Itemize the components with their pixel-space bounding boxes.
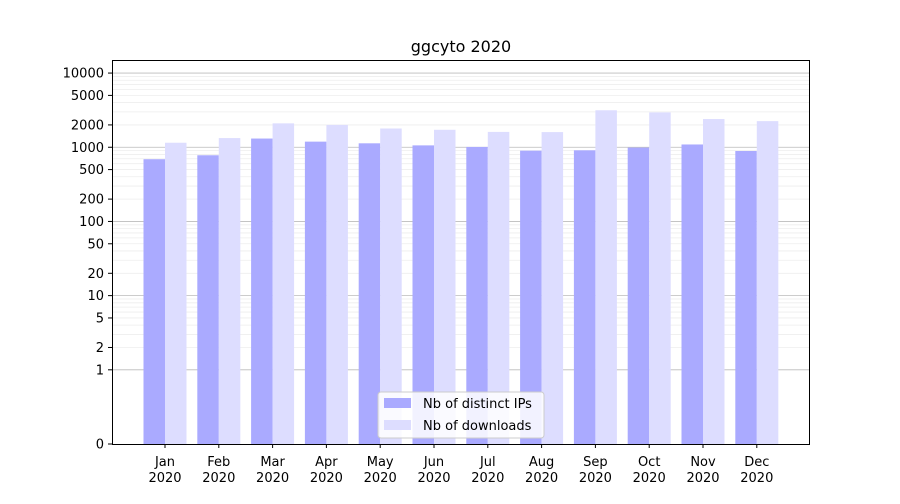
bar-distinct-ips-0 <box>143 159 165 444</box>
y-axis: 0 1 2 5 10 20 50 100 200 500 1000 2000 5000 10000 <box>63 67 112 453</box>
bar-distinct-ips-11 <box>735 151 757 444</box>
x-tick-label: 2020 <box>256 471 289 486</box>
x-axis: Jan2020Feb2020Mar2020Apr2020May2020Jun20… <box>148 444 773 486</box>
legend-swatch-series-1 <box>384 420 411 430</box>
y-tick-label: 1000 <box>71 141 104 156</box>
x-tick-label: Jan <box>154 455 175 470</box>
bar-distinct-ips-1 <box>197 155 219 445</box>
y-tick-label: 500 <box>79 163 104 178</box>
bar-distinct-ips-7 <box>520 150 542 444</box>
legend-box <box>377 391 545 439</box>
bar-downloads-10 <box>703 119 725 444</box>
legend-swatch-series-0 <box>384 398 411 408</box>
legend-label-series-1: Nb of downloads <box>423 419 532 434</box>
bar-distinct-ips-5 <box>412 145 434 445</box>
y-tick-label: 0 <box>96 438 104 453</box>
x-tick-label: Feb <box>207 455 230 470</box>
y-tick-label: 50 <box>87 237 104 252</box>
bar-distinct-ips-4 <box>358 143 381 444</box>
y-tick-label: 2000 <box>71 118 104 133</box>
x-tick-label: 2020 <box>686 471 719 486</box>
x-tick-label: Oct <box>638 455 660 470</box>
bar-downloads-3 <box>326 124 348 444</box>
x-tick-label: 2020 <box>633 471 666 486</box>
x-tick-label: 2020 <box>364 471 397 486</box>
x-tick-label: Aug <box>529 455 554 470</box>
y-tick-label: 5 <box>96 311 104 326</box>
y-tick-label: 2 <box>96 341 104 356</box>
x-tick-label: 2020 <box>579 471 612 486</box>
bar-downloads-11 <box>756 121 779 444</box>
x-tick-label: 2020 <box>740 471 773 486</box>
bar-distinct-ips-2 <box>251 138 273 444</box>
y-tick-label: 20 <box>87 267 104 282</box>
y-tick-label: 10 <box>87 289 104 304</box>
x-tick-label: 2020 <box>310 471 343 486</box>
y-tick-label: 200 <box>79 193 104 208</box>
x-tick-label: Dec <box>744 455 769 470</box>
bar-downloads-1 <box>218 138 241 444</box>
x-tick-label: Mar <box>260 455 285 470</box>
bar-distinct-ips-6 <box>466 146 488 444</box>
plot-frame <box>112 60 810 445</box>
bar-downloads-2 <box>272 123 295 444</box>
y-tick-label: 5000 <box>71 89 104 104</box>
y-tick-label: 1 <box>96 363 104 378</box>
bar-distinct-ips-3 <box>304 141 327 444</box>
bar-downloads-6 <box>487 131 510 444</box>
x-tick-label: Apr <box>315 455 338 470</box>
bar-downloads-7 <box>541 132 564 444</box>
bar-layer <box>143 110 779 445</box>
bar-distinct-ips-9 <box>627 147 650 444</box>
x-tick-label: Nov <box>690 455 716 470</box>
bar-distinct-ips-8 <box>573 150 596 444</box>
x-tick-label: 2020 <box>148 471 181 486</box>
bar-distinct-ips-10 <box>681 144 703 444</box>
x-tick-label: Sep <box>583 455 608 470</box>
x-tick-label: 2020 <box>471 471 504 486</box>
bar-downloads-8 <box>595 110 617 445</box>
y-tick-label: 100 <box>79 215 104 230</box>
bar-downloads-0 <box>165 142 187 444</box>
x-tick-label: 2020 <box>525 471 558 486</box>
y-tick-label: 10000 <box>63 67 104 82</box>
x-tick-label: 2020 <box>202 471 235 486</box>
bar-downloads-4 <box>380 128 402 445</box>
chart-title: ggcyto 2020 <box>411 37 511 56</box>
legend: Nb of distinct IPs Nb of downloads <box>377 391 545 439</box>
x-tick-label: May <box>367 455 394 470</box>
x-tick-label: Jun <box>423 455 444 470</box>
x-tick-label: Jul <box>479 455 496 470</box>
x-tick-label: 2020 <box>417 471 450 486</box>
bar-downloads-9 <box>649 112 671 444</box>
bar-downloads-5 <box>434 129 456 444</box>
legend-label-series-0: Nb of distinct IPs <box>423 397 532 412</box>
